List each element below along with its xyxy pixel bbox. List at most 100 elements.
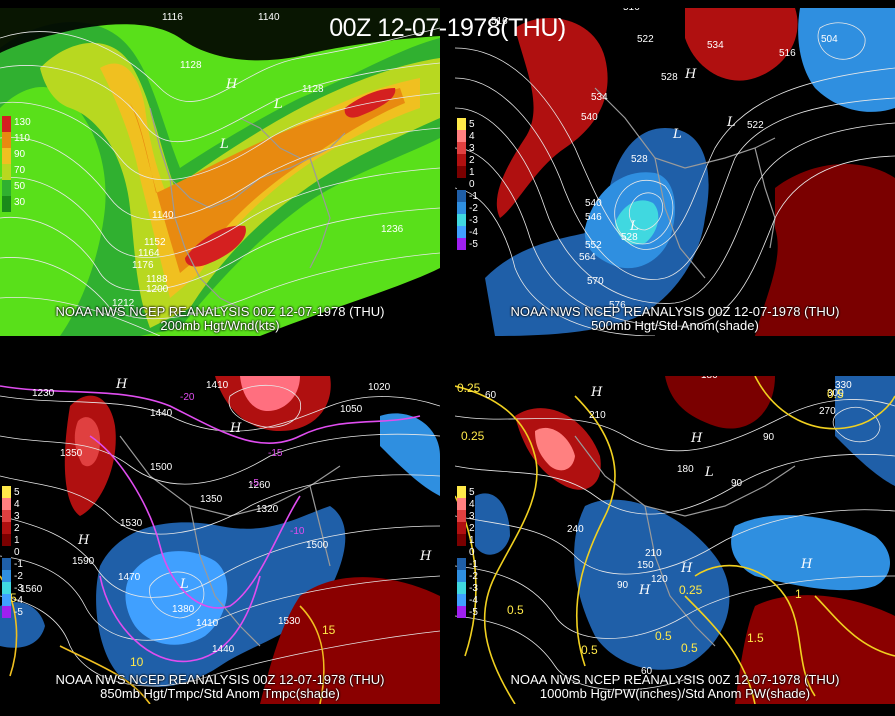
contour-label: 1176 — [132, 260, 154, 271]
low-center: L — [179, 577, 189, 592]
pressure-centers: H L L — [219, 77, 283, 152]
contour-label: 300 — [827, 388, 844, 399]
legend-swatch: 3 — [457, 142, 475, 154]
contour-labels: 1116 1140 1128 1128 1140 1152 1164 1176 … — [112, 12, 404, 309]
legend-swatch: 30 — [2, 196, 25, 212]
legend-label: 110 — [14, 133, 30, 144]
legend-label: 2 — [14, 523, 20, 534]
warm-anomaly-west-core — [74, 417, 100, 467]
pw-positive-southeast — [735, 595, 895, 704]
legend-swatch: -4 — [2, 594, 23, 606]
contour-label: 1050 — [340, 404, 363, 415]
contour-label: 1128 — [180, 60, 202, 71]
high-center: H — [638, 583, 651, 598]
wind-110-shade — [130, 88, 405, 273]
contour-label: 1410 — [206, 380, 229, 391]
legend-swatch: 4 — [457, 130, 475, 142]
legend-swatch: 70 — [2, 164, 25, 180]
temp-label: 5 — [10, 591, 17, 605]
legend-swatch: -3 — [457, 582, 478, 594]
legend-swatch: 130 — [2, 116, 31, 132]
contour-label: 1140 — [152, 210, 174, 221]
legend-label: -3 — [469, 583, 478, 594]
high-center: H — [115, 377, 128, 392]
legend-swatch: 3 — [2, 510, 20, 522]
legend-label: -3 — [14, 583, 23, 594]
legend-swatch: 2 — [2, 522, 20, 534]
low-center: L — [672, 127, 682, 142]
cold-anomaly-west — [0, 602, 45, 648]
contour-label: 528 — [621, 232, 638, 243]
pw-label: 0.5 — [655, 629, 672, 643]
pw-label: 0.25 — [461, 429, 485, 443]
contour-label: 270 — [819, 406, 836, 417]
legend-label: 4 — [14, 499, 20, 510]
temp-label: -20 — [180, 392, 195, 403]
legend-swatch: 5 — [2, 486, 20, 498]
legend-swatch: -1 — [457, 190, 478, 202]
contour-labels: 1230 1410 1440 1350 1500 1530 1590 1470 … — [20, 380, 391, 655]
contour-label: 540 — [581, 112, 598, 123]
legend-swatch: 50 — [2, 180, 25, 196]
anomaly-legend: 5 4 3 2 1 0 -1 -2 -3 -4 -5 — [457, 118, 479, 250]
legend-swatch: 4 — [457, 498, 475, 510]
contour-label: 1560 — [20, 584, 43, 595]
high-center: H — [690, 431, 703, 446]
pw-negative-east — [731, 515, 890, 591]
high-center: H — [590, 385, 603, 400]
low-wind-area — [0, 8, 440, 61]
positive-anomaly-north — [685, 8, 798, 81]
legend-label: -4 — [14, 595, 23, 606]
contour-label: 60 — [485, 390, 497, 401]
legend-label: 0 — [14, 547, 20, 558]
contour-label: 210 — [645, 548, 662, 559]
legend-swatch: 5 — [457, 486, 475, 498]
legend-label: 70 — [14, 165, 26, 176]
low-center: L — [219, 137, 229, 152]
temp-label: -15 — [268, 448, 283, 459]
pw-anomaly-north — [665, 376, 775, 429]
contour-labels: 516 516 522 534 540 528 534 522 528 540 … — [491, 8, 838, 311]
temperature-labels: -20 -15 -10 -5 5 10 15 — [10, 392, 336, 669]
pressure-centers: H H L H H H — [590, 385, 813, 598]
contour-label: 1164 — [138, 248, 160, 259]
pressure-centers: H H H L H — [77, 377, 432, 592]
contour-label: 240 — [567, 524, 584, 535]
contour-label: 1350 — [60, 448, 83, 459]
coastlines — [119, 435, 341, 647]
main-title: 00Z 12-07-1978(THU) — [329, 14, 566, 42]
anomaly-legend: 5 4 3 2 1 0 -1 -2 -3 -4 -5 — [2, 486, 24, 618]
contour-label: 1590 — [72, 556, 95, 567]
legend-label: -4 — [469, 595, 478, 606]
pw-negative-northeast — [835, 376, 895, 486]
contour-label: 1440 — [212, 644, 235, 655]
map-1000mb: 180 210 90 180 240 210 150 120 90 60 90 … — [455, 376, 895, 704]
legend-swatch: 0 — [457, 546, 475, 558]
legend-swatch: -3 — [2, 582, 23, 594]
legend-label: 1 — [14, 535, 20, 546]
temp-label: 10 — [130, 655, 144, 669]
contour-label: 1140 — [258, 12, 280, 23]
contour-label: 528 — [661, 72, 678, 83]
legend-swatch: 5 — [457, 118, 475, 130]
legend-label: -5 — [469, 607, 478, 618]
contour-label: 1260 — [248, 480, 271, 491]
caption-field: 850mb Hgt/Tmpc/Std Anom Tmpc(shade) — [100, 686, 340, 701]
legend-label: -1 — [14, 559, 23, 570]
contour-label: 180 — [701, 376, 718, 381]
legend-swatch: 4 — [2, 498, 20, 510]
contour-label: 1188 — [146, 274, 168, 285]
high-center: H — [229, 421, 242, 436]
caption-field: 500mb Hgt/Std Anom(shade) — [591, 318, 759, 333]
legend-label: 5 — [469, 119, 475, 130]
contour-label: 1350 — [200, 494, 223, 505]
low-center: L — [629, 219, 639, 234]
contour-label: 90 — [763, 432, 775, 443]
caption-source: NOAA NWS NCEP REANALYSIS 00Z 12-07-1978 … — [510, 672, 840, 687]
legend-label: 2 — [469, 155, 475, 166]
legend-label: 3 — [14, 511, 20, 522]
contour-label: 1320 — [256, 504, 279, 515]
legend-label: -5 — [14, 607, 23, 618]
legend-label: 3 — [469, 143, 475, 154]
contour-label: 1410 — [196, 618, 219, 629]
